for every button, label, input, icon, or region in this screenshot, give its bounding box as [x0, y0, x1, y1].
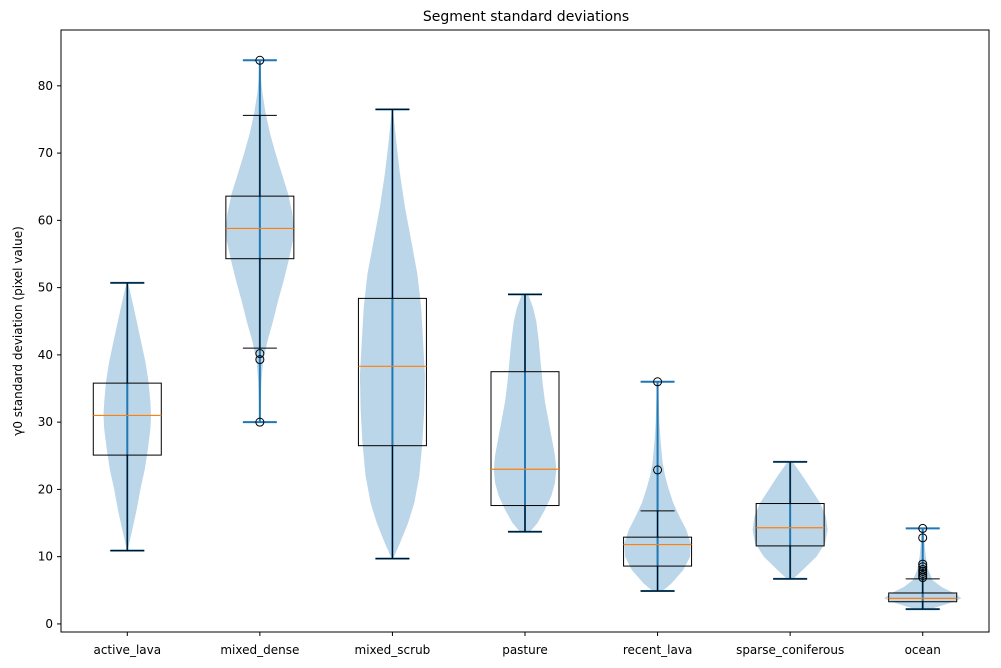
x-tick-label: sparse_coniferous [736, 643, 844, 657]
y-tick-label: 0 [45, 617, 53, 631]
outlier-point [653, 465, 663, 475]
outlier-point [255, 355, 265, 365]
x-tick-label: mixed_scrub [355, 643, 431, 657]
x-tick-label: ocean [905, 643, 941, 657]
y-axis-label: γ0 standard deviation (pixel value) [11, 226, 25, 436]
outlier-point [918, 559, 928, 569]
outlier-point [918, 533, 928, 543]
y-tick-label: 70 [38, 146, 53, 160]
outlier-point [255, 417, 265, 427]
y-axis: 0 10 20 30 40 50 60 70 80 [38, 79, 61, 631]
y-tick-label: 80 [38, 79, 53, 93]
chart-title: Segment standard deviations [423, 9, 629, 25]
plot-area [92, 55, 962, 611]
plot-frame [60, 29, 990, 633]
x-tick-label: pasture [502, 643, 548, 657]
outlier-point [255, 55, 265, 65]
x-axis: active_lava mixed_dense mixed_scrub pasture… [93, 632, 941, 657]
y-tick-label: 60 [38, 213, 53, 227]
outlier-point [918, 562, 928, 572]
y-tick-label: 10 [38, 550, 53, 564]
x-tick-label: active_lava [93, 643, 161, 657]
outlier-point [918, 564, 928, 574]
x-tick-label: mixed_dense [220, 643, 299, 657]
outlier-point [653, 377, 663, 387]
y-tick-label: 30 [38, 415, 53, 429]
y-tick-label: 40 [38, 348, 53, 362]
outlier-point [918, 523, 928, 533]
y-tick-label: 50 [38, 281, 53, 295]
outlier-point [255, 349, 265, 359]
x-tick-label: recent_lava [623, 643, 693, 657]
y-tick-label: 20 [38, 482, 53, 496]
